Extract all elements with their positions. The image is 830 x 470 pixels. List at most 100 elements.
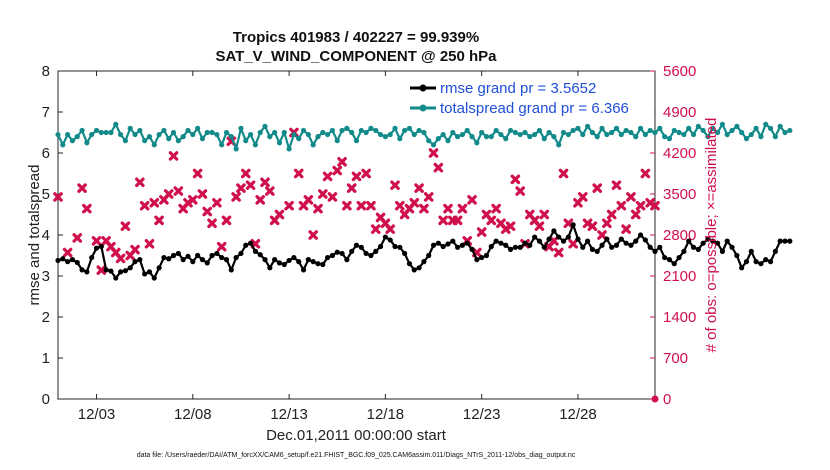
rmse-point xyxy=(700,240,706,246)
totalspread-point xyxy=(233,146,239,152)
obs-assimilated-point xyxy=(597,230,607,240)
rmse-point xyxy=(170,252,177,259)
x-tick-label: 12/13 xyxy=(270,406,308,423)
rmse-point xyxy=(368,252,374,259)
obs-assimilated-point xyxy=(640,168,651,179)
totalspread-point xyxy=(214,131,220,138)
totalspread-point xyxy=(435,136,441,142)
rmse-point xyxy=(358,244,364,250)
rmse-point xyxy=(411,267,417,273)
totalspread-point xyxy=(522,129,528,136)
plot-area xyxy=(57,70,656,400)
rmse-point xyxy=(690,244,697,250)
obs-assimilated-point xyxy=(255,195,266,205)
totalspread-point xyxy=(455,134,461,140)
rmse-point xyxy=(546,236,552,242)
totalspread-point xyxy=(406,125,413,131)
totalspread-point xyxy=(440,131,446,138)
rmse-point xyxy=(479,254,485,261)
obs-assimilated-point xyxy=(611,180,622,191)
totalspread-point xyxy=(676,129,682,136)
totalspread-point xyxy=(387,131,393,138)
rmse-point xyxy=(719,248,726,254)
totalspread-point xyxy=(146,134,153,140)
rmse-point xyxy=(676,254,682,261)
obs-assimilated-point xyxy=(467,195,477,205)
rmse-point xyxy=(93,245,100,251)
rmse-point xyxy=(536,238,543,244)
legend-spread-label: totalspread grand pr = 6.366 xyxy=(440,100,629,117)
rmse-point xyxy=(498,240,504,246)
rmse-point xyxy=(532,234,538,240)
totalspread-point xyxy=(532,131,538,138)
obs-assimilated-point xyxy=(457,203,468,214)
obs-assimilated-point xyxy=(168,151,179,161)
rmse-point xyxy=(69,257,76,263)
obs-assimilated-point xyxy=(202,206,213,217)
rmse-point xyxy=(257,252,263,258)
totalspread-point xyxy=(65,131,71,138)
rmse-point xyxy=(551,228,557,234)
rmse-point xyxy=(122,268,128,274)
totalspread-point xyxy=(267,134,273,140)
rmse-point xyxy=(247,240,254,246)
rmse-point xyxy=(647,244,653,250)
obs-assimilated-point xyxy=(231,192,241,202)
rmse-point xyxy=(512,244,518,250)
totalspread-point xyxy=(637,125,644,131)
totalspread-point xyxy=(93,127,100,134)
rmse-point xyxy=(103,267,109,273)
rmse-point xyxy=(488,243,494,250)
rmse-point xyxy=(387,237,393,243)
obs-assimilated-point xyxy=(630,209,641,220)
rmse-point xyxy=(223,257,230,263)
rmse-point xyxy=(55,257,61,264)
rmse-point xyxy=(377,243,384,250)
totalspread-point xyxy=(122,138,128,144)
rmse-point xyxy=(406,261,413,267)
rmse-point xyxy=(272,257,278,263)
totalspread-point xyxy=(488,134,494,140)
rmse-point xyxy=(199,257,206,263)
obs-assimilated-point xyxy=(534,221,545,232)
obs-assimilated-point xyxy=(558,168,569,179)
legend-rmse-marker xyxy=(419,84,427,92)
rmse-point xyxy=(175,250,181,257)
totalspread-point xyxy=(103,129,109,136)
y-right-tick-label: 1400 xyxy=(663,309,696,326)
rmse-point xyxy=(416,265,422,271)
totalspread-point xyxy=(223,129,230,136)
rmse-point xyxy=(787,238,793,244)
totalspread-point xyxy=(642,131,648,138)
totalspread-point xyxy=(541,136,547,142)
rmse-point xyxy=(325,254,331,261)
obs-assimilated-point xyxy=(274,209,285,220)
y-left-tick-label: 2 xyxy=(42,309,50,326)
obs-assimilated-point xyxy=(395,200,405,211)
obs-assimilated-point xyxy=(240,168,251,179)
totalspread-point xyxy=(296,136,302,142)
totalspread-point xyxy=(180,134,186,140)
obs-assimilated-point xyxy=(602,218,612,229)
totalspread-point xyxy=(512,129,518,136)
rmse-point xyxy=(113,275,119,281)
obs-assimilated-point xyxy=(62,247,73,258)
totalspread-point xyxy=(300,127,307,134)
totalspread-point xyxy=(84,140,90,146)
obs-assimilated-point xyxy=(587,221,598,232)
rmse-point xyxy=(748,248,754,254)
totalspread-point xyxy=(575,125,581,131)
rmse-point xyxy=(300,267,307,273)
obs-assimilated-point xyxy=(491,203,501,214)
totalspread-point xyxy=(166,136,172,142)
totalspread-point xyxy=(609,129,615,136)
rmse-point xyxy=(238,250,244,257)
totalspread-point xyxy=(243,138,249,144)
totalspread-point xyxy=(310,142,316,148)
rmse-point xyxy=(527,242,533,248)
rmse-point xyxy=(440,243,446,250)
rmse-point xyxy=(353,242,360,248)
rmse-point xyxy=(483,252,490,259)
rmse-point xyxy=(228,267,234,273)
obs-assimilated-point xyxy=(356,200,367,211)
